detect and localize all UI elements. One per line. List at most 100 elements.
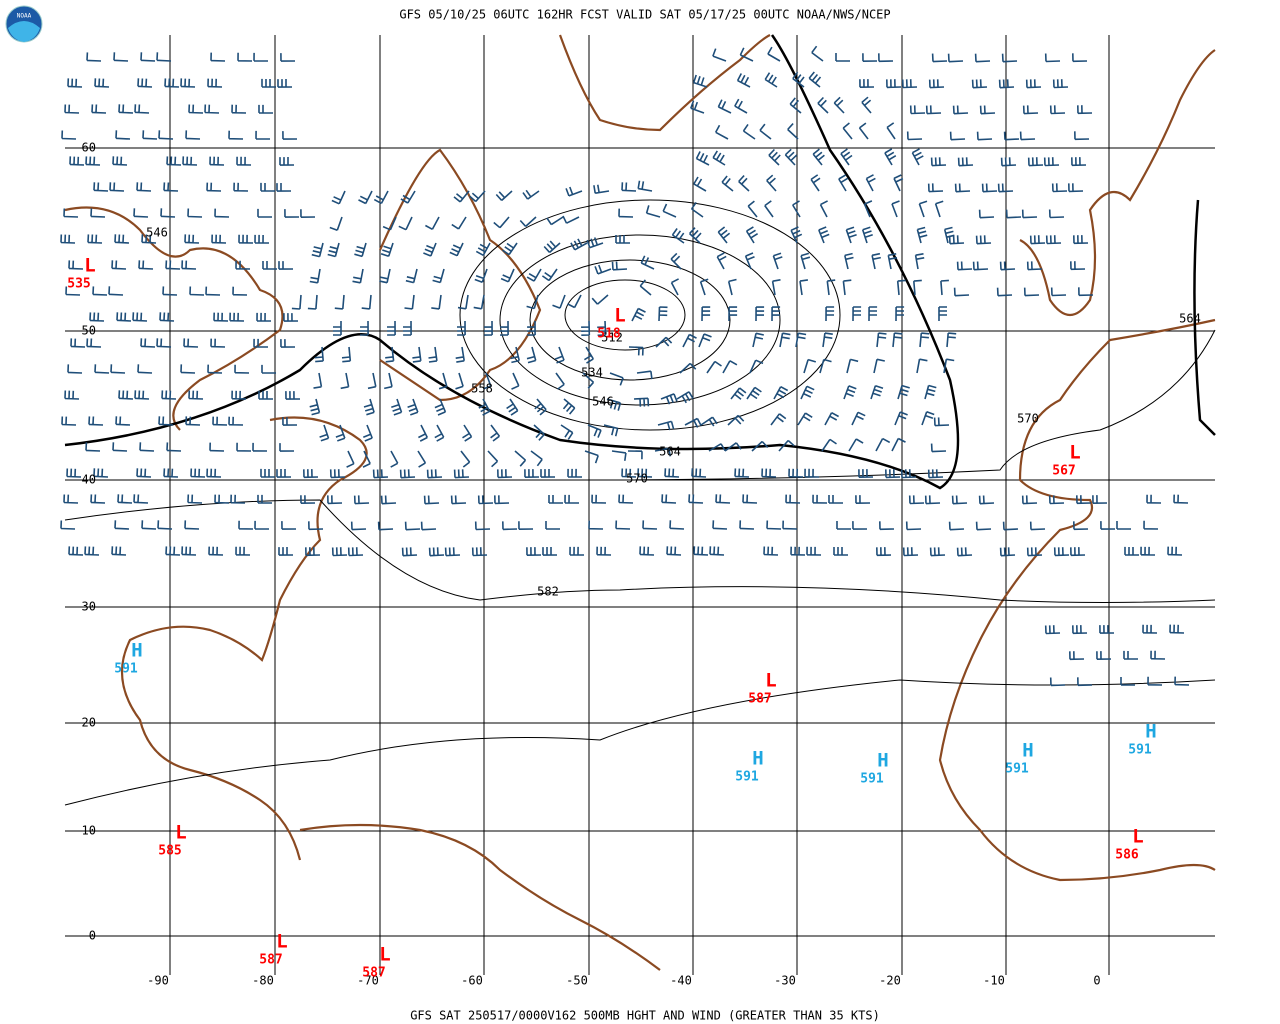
wind-barb xyxy=(329,469,346,479)
wind-barb xyxy=(730,387,747,400)
wind-barb xyxy=(331,190,346,205)
wind-barb xyxy=(865,174,876,192)
wind-barb xyxy=(158,416,174,426)
wind-barb xyxy=(181,546,197,556)
latitude-label: 50 xyxy=(82,324,96,338)
wind-barb xyxy=(1019,131,1036,141)
wind-barb xyxy=(90,494,106,504)
wind-barb xyxy=(63,494,79,504)
wind-barb xyxy=(795,332,807,348)
wind-barb xyxy=(114,520,130,530)
wind-barb xyxy=(279,443,295,452)
wind-barb xyxy=(709,546,725,556)
wind-barb xyxy=(618,208,634,218)
wind-barb xyxy=(734,468,750,478)
system-letter: L xyxy=(765,670,776,692)
wind-barb xyxy=(1003,131,1020,141)
wind-barb xyxy=(785,494,801,504)
wind-barb xyxy=(93,468,109,478)
wind-barb xyxy=(478,398,491,416)
wind-barb xyxy=(141,234,157,244)
wind-barb xyxy=(562,398,576,415)
wind-barb xyxy=(979,105,996,115)
wind-barb xyxy=(469,190,486,203)
system-value: 591 xyxy=(735,770,759,785)
wind-barb xyxy=(948,521,965,531)
wind-barb xyxy=(387,320,396,336)
system-letter: L xyxy=(276,931,287,953)
wind-barb xyxy=(700,416,718,427)
wind-barb xyxy=(886,79,902,89)
wind-barb xyxy=(947,53,964,63)
wind-barb xyxy=(701,306,711,322)
wind-barb xyxy=(526,547,542,556)
system-value: 585 xyxy=(158,844,181,859)
wind-barb xyxy=(112,442,128,452)
wind-barb xyxy=(768,148,781,166)
wind-barb xyxy=(67,364,83,374)
wind-barb xyxy=(712,520,728,530)
wind-barb xyxy=(494,495,510,505)
wind-barb xyxy=(879,521,895,531)
wind-barb xyxy=(1116,521,1131,530)
wind-barb xyxy=(943,226,955,244)
wind-barb xyxy=(1073,235,1089,245)
wind-barb xyxy=(583,346,594,364)
wind-barb xyxy=(400,190,416,204)
wind-barb xyxy=(253,338,269,348)
wind-barb xyxy=(901,79,918,89)
wind-barb xyxy=(117,494,133,504)
wind-barb xyxy=(930,157,947,167)
wind-barb xyxy=(333,321,342,336)
wind-barb xyxy=(684,417,702,428)
wind-barb xyxy=(526,346,537,364)
wind-barb xyxy=(698,333,712,348)
wind-barb xyxy=(876,547,892,557)
wind-barb xyxy=(764,72,778,88)
longitude-label: -20 xyxy=(879,974,901,988)
coastline xyxy=(938,318,1216,882)
wind-barb xyxy=(838,174,849,192)
wind-barb xyxy=(70,338,86,348)
wind-barb xyxy=(473,294,485,310)
wind-barb xyxy=(615,235,630,244)
wind-barb xyxy=(261,78,277,88)
wind-barb xyxy=(800,385,815,400)
wind-barb xyxy=(471,547,488,557)
wind-barb xyxy=(1044,53,1061,63)
wind-barb xyxy=(308,521,324,531)
system-letter: L xyxy=(175,822,186,844)
wind-barb xyxy=(434,424,445,442)
wind-barb xyxy=(787,123,799,140)
system-letter: H xyxy=(877,750,888,772)
longitude-label: -90 xyxy=(147,974,169,988)
wind-barb xyxy=(207,78,223,88)
longitude-label: -70 xyxy=(357,974,379,988)
wind-barb xyxy=(873,358,885,374)
wind-barb xyxy=(1002,521,1019,531)
wind-barb xyxy=(159,312,175,322)
wind-barb xyxy=(257,208,273,218)
wind-barb xyxy=(596,546,612,556)
wind-barb xyxy=(180,78,196,88)
wind-barb xyxy=(183,338,199,348)
noaa-logo: NOAA xyxy=(5,5,43,43)
wind-barb xyxy=(527,320,536,336)
wind-barb xyxy=(895,306,905,322)
wind-barb xyxy=(727,278,737,296)
wind-barb xyxy=(1140,546,1156,556)
wind-barb xyxy=(502,521,518,531)
wind-barb xyxy=(115,130,131,140)
wind-barb xyxy=(420,521,437,531)
wind-barb xyxy=(657,420,675,431)
wind-barbs xyxy=(60,45,1190,687)
wind-barb xyxy=(256,312,272,322)
wind-barb xyxy=(999,547,1016,557)
wind-barb xyxy=(717,99,732,114)
wind-barb xyxy=(65,286,81,296)
wind-barb xyxy=(811,45,824,62)
wind-barb xyxy=(165,546,181,556)
wind-barb xyxy=(412,346,422,363)
wind-barb xyxy=(706,360,722,374)
wind-barb xyxy=(597,320,607,337)
